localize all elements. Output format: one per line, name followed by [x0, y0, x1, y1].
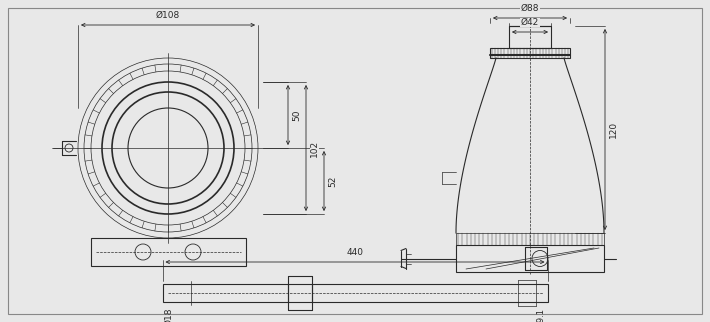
Bar: [456, 245, 604, 272]
Text: 440: 440: [346, 248, 364, 257]
Text: Ø18: Ø18: [165, 308, 173, 322]
Text: Ø19.1: Ø19.1: [537, 308, 545, 322]
Text: 50: 50: [292, 109, 301, 121]
Text: 102: 102: [310, 139, 319, 156]
Text: 120: 120: [609, 121, 618, 138]
Bar: [456, 233, 604, 245]
Text: Ø42: Ø42: [521, 18, 539, 27]
Bar: [509, 26, 551, 48]
Bar: [490, 48, 570, 58]
Text: Ø108: Ø108: [156, 11, 180, 20]
Text: 52: 52: [328, 175, 337, 187]
Bar: [163, 284, 547, 302]
Bar: [90, 238, 246, 266]
Text: Ø88: Ø88: [520, 4, 540, 13]
